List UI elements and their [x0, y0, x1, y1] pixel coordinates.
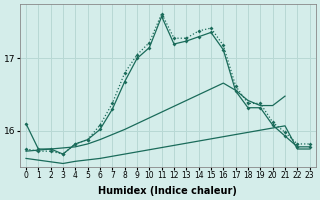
X-axis label: Humidex (Indice chaleur): Humidex (Indice chaleur): [98, 186, 237, 196]
